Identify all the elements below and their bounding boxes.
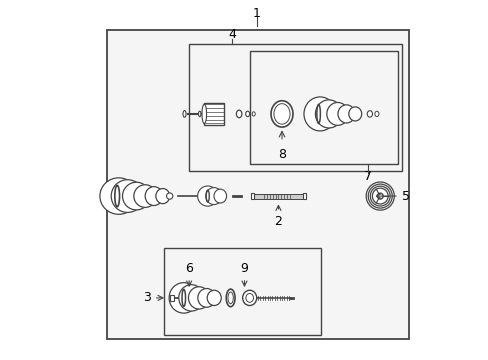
Ellipse shape <box>100 178 137 214</box>
Ellipse shape <box>245 293 253 302</box>
Text: 3: 3 <box>143 291 163 305</box>
Ellipse shape <box>111 180 143 212</box>
Ellipse shape <box>226 289 235 307</box>
Ellipse shape <box>145 186 163 206</box>
Bar <box>164 248 321 336</box>
Ellipse shape <box>366 111 372 117</box>
Bar <box>249 51 397 164</box>
Bar <box>302 193 305 199</box>
Ellipse shape <box>236 110 242 118</box>
Ellipse shape <box>242 290 256 306</box>
Ellipse shape <box>122 182 150 210</box>
Text: 1: 1 <box>253 8 261 21</box>
Ellipse shape <box>156 189 169 204</box>
Ellipse shape <box>179 285 203 311</box>
Ellipse shape <box>245 111 249 117</box>
Text: 5: 5 <box>376 190 409 203</box>
Text: 9: 9 <box>240 262 248 286</box>
Ellipse shape <box>202 104 206 123</box>
Bar <box>250 193 254 199</box>
Text: 6: 6 <box>185 262 193 286</box>
Bar <box>107 30 408 339</box>
Ellipse shape <box>214 189 226 203</box>
Ellipse shape <box>227 292 233 304</box>
Ellipse shape <box>377 193 383 199</box>
Ellipse shape <box>134 185 156 207</box>
Ellipse shape <box>315 100 342 128</box>
Ellipse shape <box>169 283 198 313</box>
Ellipse shape <box>205 188 222 204</box>
Bar <box>169 295 173 301</box>
Ellipse shape <box>198 111 201 117</box>
Ellipse shape <box>207 290 221 306</box>
Ellipse shape <box>367 184 391 208</box>
Bar <box>204 103 224 125</box>
Ellipse shape <box>197 186 217 206</box>
Ellipse shape <box>166 193 172 199</box>
Ellipse shape <box>304 97 336 131</box>
Ellipse shape <box>348 107 361 121</box>
Ellipse shape <box>366 182 393 210</box>
Ellipse shape <box>183 111 185 117</box>
Ellipse shape <box>252 112 255 116</box>
Ellipse shape <box>337 105 354 123</box>
Ellipse shape <box>188 287 209 309</box>
Ellipse shape <box>371 188 387 204</box>
Bar <box>254 194 302 199</box>
Ellipse shape <box>369 186 389 206</box>
Bar <box>189 44 401 171</box>
Text: 2: 2 <box>274 206 282 228</box>
Text: 4: 4 <box>227 28 235 41</box>
Ellipse shape <box>198 288 215 307</box>
Text: 7: 7 <box>363 170 371 183</box>
Text: 8: 8 <box>278 148 285 161</box>
Ellipse shape <box>273 104 289 124</box>
Ellipse shape <box>326 103 348 125</box>
Ellipse shape <box>270 101 292 127</box>
Ellipse shape <box>374 111 378 117</box>
